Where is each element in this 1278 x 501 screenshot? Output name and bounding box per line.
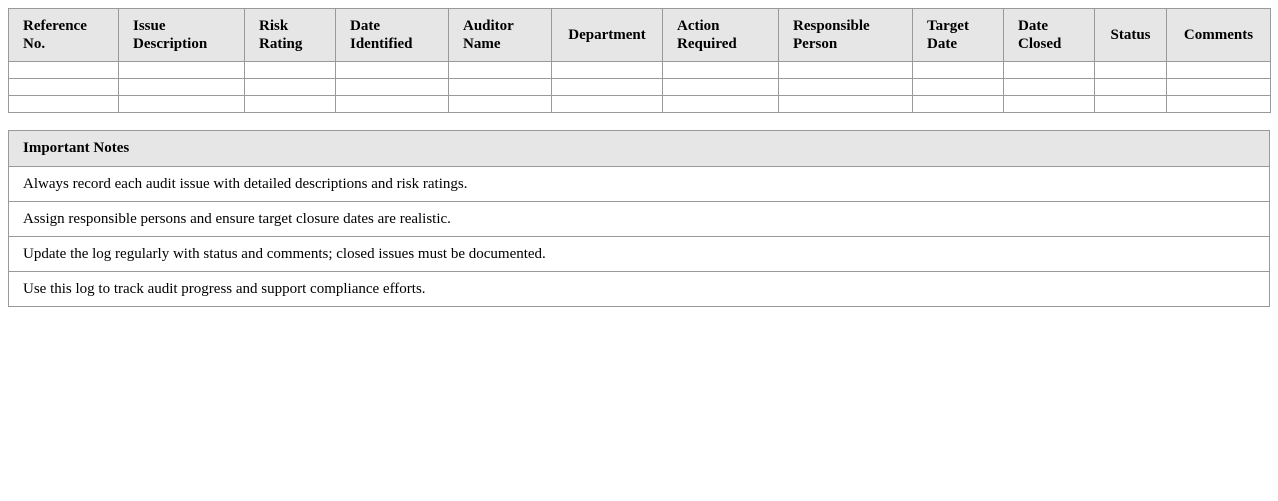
note-item: Always record each audit issue with deta… [8, 166, 1270, 202]
table-cell[interactable] [244, 95, 336, 113]
table-row [8, 95, 1271, 113]
table-cell[interactable] [1166, 61, 1271, 79]
table-cell[interactable] [1094, 78, 1167, 96]
table-cell[interactable] [778, 95, 913, 113]
table-cell[interactable] [912, 95, 1004, 113]
table-cell[interactable] [1003, 95, 1095, 113]
table-cell[interactable] [1003, 61, 1095, 79]
audit-log-table: Reference No. Issue Description Risk Ratin… [8, 8, 1271, 113]
table-cell[interactable] [551, 78, 663, 96]
table-cell[interactable] [244, 78, 336, 96]
table-cell[interactable] [335, 61, 449, 79]
table-row [8, 61, 1271, 79]
column-header: Responsible Person [778, 8, 913, 62]
column-header: Auditor Name [448, 8, 552, 62]
table-cell[interactable] [662, 61, 779, 79]
table-cell[interactable] [1094, 61, 1167, 79]
table-cell[interactable] [1003, 78, 1095, 96]
table-cell[interactable] [335, 78, 449, 96]
column-header: Date Closed [1003, 8, 1095, 62]
note-item: Update the log regularly with status and… [8, 236, 1270, 272]
table-cell[interactable] [448, 61, 552, 79]
table-cell[interactable] [118, 61, 245, 79]
table-cell[interactable] [1166, 78, 1271, 96]
table-row [8, 78, 1271, 96]
table-cell[interactable] [662, 95, 779, 113]
column-header: Risk Rating [244, 8, 336, 62]
table-cell[interactable] [778, 61, 913, 79]
table-cell[interactable] [8, 61, 119, 79]
table-cell[interactable] [551, 95, 663, 113]
column-header: Comments [1166, 8, 1271, 62]
table-cell[interactable] [8, 95, 119, 113]
column-header: Issue Description [118, 8, 245, 62]
column-header: Reference No. [8, 8, 119, 62]
column-header: Action Required [662, 8, 779, 62]
note-item: Assign responsible persons and ensure ta… [8, 201, 1270, 237]
note-item: Use this log to track audit progress and… [8, 271, 1270, 307]
table-cell[interactable] [8, 78, 119, 96]
table-cell[interactable] [778, 78, 913, 96]
table-cell[interactable] [118, 95, 245, 113]
table-cell[interactable] [551, 61, 663, 79]
table-cell[interactable] [335, 95, 449, 113]
column-header: Target Date [912, 8, 1004, 62]
table-cell[interactable] [1166, 95, 1271, 113]
header-row: Reference No. Issue Description Risk Ratin… [8, 8, 1271, 62]
table-cell[interactable] [1094, 95, 1167, 113]
table-cell[interactable] [448, 78, 552, 96]
column-header: Status [1094, 8, 1167, 62]
notes-title: Important Notes [8, 130, 1270, 167]
table-cell[interactable] [448, 95, 552, 113]
important-notes-table: Important Notes Always record each audit… [8, 130, 1270, 307]
table-cell[interactable] [912, 78, 1004, 96]
table-cell[interactable] [912, 61, 1004, 79]
table-cell[interactable] [244, 61, 336, 79]
table-cell[interactable] [662, 78, 779, 96]
table-cell[interactable] [118, 78, 245, 96]
column-header: Date Identified [335, 8, 449, 62]
column-header: Department [551, 8, 663, 62]
